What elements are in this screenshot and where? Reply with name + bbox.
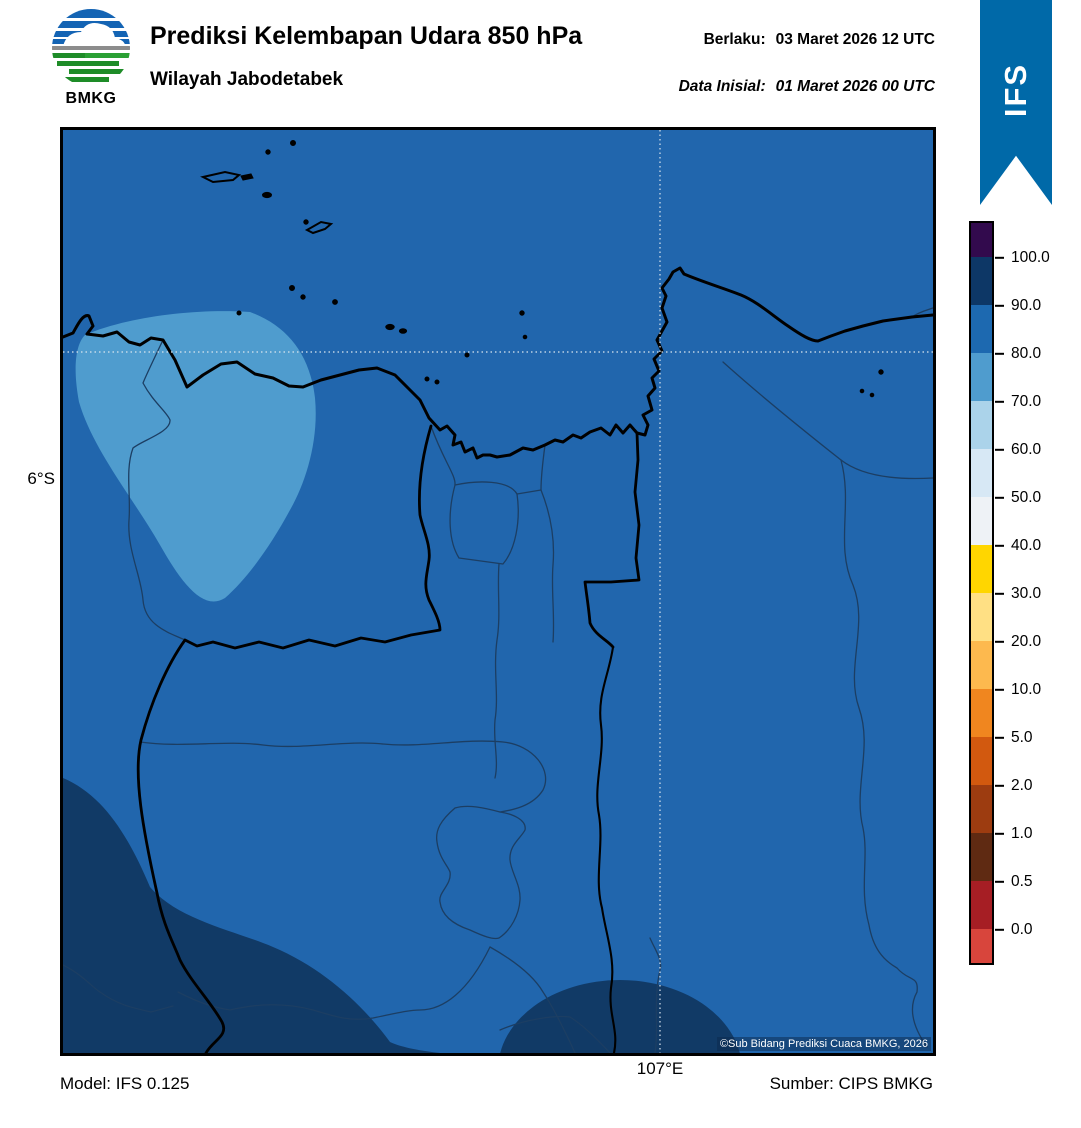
- rh-90-100-contour-sw: [63, 778, 440, 1053]
- colorbar-segment: [971, 689, 992, 737]
- colorbar-tick-label: 60.0: [1011, 440, 1042, 458]
- colorbar-segment: [971, 881, 992, 929]
- graticule: [63, 130, 933, 1053]
- colorbar-tick-label: 2.0: [1011, 776, 1033, 794]
- colorbar-tick-label: 1.0: [1011, 824, 1033, 842]
- colorbar-segment: [971, 353, 992, 401]
- colorbar-segment: [971, 737, 992, 785]
- colorbar-tick-mark: [995, 496, 1004, 499]
- initial-value: 01 Maret 2026 00 UTC: [775, 78, 935, 95]
- x-axis-tick-label: 107°E: [636, 1059, 684, 1078]
- rh-90-100-contour-s: [500, 980, 740, 1053]
- valid-time: Berlaku: 03 Maret 2026 12 UTC: [535, 31, 935, 49]
- valid-label: Berlaku:: [703, 31, 766, 48]
- map-copyright: ©Sub Bidang Prediksi Cuaca BMKG, 2026: [716, 1037, 931, 1051]
- colorbar-tick-mark: [995, 352, 1004, 355]
- colorbar-tick-mark: [995, 928, 1004, 931]
- colorbar-segment: [971, 785, 992, 833]
- colorbar-segment: [971, 497, 992, 545]
- model-ribbon-label: IFS: [998, 62, 1033, 118]
- islands: [200, 140, 884, 398]
- colorbar-tick-mark: [995, 448, 1004, 451]
- colorbar-tick-label: 20.0: [1011, 632, 1042, 650]
- colorbar-tick-label: 10.0: [1011, 680, 1042, 698]
- colorbar-tick-mark: [995, 400, 1004, 403]
- y-axis-tick-label: 6°S: [27, 469, 55, 488]
- model-ribbon: IFS: [980, 0, 1052, 205]
- colorbar-segment: [971, 929, 992, 963]
- coastline: [63, 266, 933, 460]
- forecast-map: ©Sub Bidang Prediksi Cuaca BMKG, 2026: [60, 127, 936, 1056]
- valid-value: 03 Maret 2026 12 UTC: [775, 31, 935, 48]
- colorbar-tick-label: 30.0: [1011, 584, 1042, 602]
- colorbar-tick-label: 50.0: [1011, 488, 1042, 506]
- colorbar-tick-mark: [995, 688, 1004, 691]
- rh-70-80-contour: [75, 311, 316, 602]
- colorbar-gradient: [969, 221, 994, 965]
- colorbar-tick-mark: [995, 640, 1004, 643]
- initial-label: Data Inisial:: [678, 78, 766, 95]
- colorbar-tick-label: 90.0: [1011, 296, 1042, 314]
- colorbar-segment: [971, 257, 992, 305]
- colorbar-segment: [971, 833, 992, 881]
- bmkg-logo-icon: [52, 9, 130, 87]
- colorbar-segment: [971, 223, 992, 257]
- admin-borders: [63, 307, 933, 1053]
- colorbar-tick-label: 70.0: [1011, 392, 1042, 410]
- colorbar-tick-label: 100.0: [1011, 248, 1050, 266]
- footer-source: Sumber: CIPS BMKG: [769, 1074, 933, 1093]
- colorbar-tick-label: 0.0: [1011, 920, 1033, 938]
- logo-label: BMKG: [65, 90, 117, 107]
- colorbar-tick-mark: [995, 256, 1004, 259]
- colorbar-tick-label: 80.0: [1011, 344, 1042, 362]
- colorbar-tick-mark: [995, 880, 1004, 883]
- colorbar-segment: [971, 641, 992, 689]
- colorbar-tick-mark: [995, 592, 1004, 595]
- humidity-colorbar: 100.0 90.0 80.0 70.0 60.0 50.0 40.0 30.0 20.0 10.…: [969, 221, 1079, 965]
- footer-model: Model: IFS 0.125: [60, 1074, 190, 1093]
- colorbar-tick-label: 40.0: [1011, 536, 1042, 554]
- province-borders: [136, 424, 641, 1053]
- colorbar-tick-mark: [995, 784, 1004, 787]
- page-title: Prediksi Kelembapan Udara 850 hPa: [150, 22, 583, 50]
- colorbar-segment: [971, 401, 992, 449]
- map-canvas: [63, 130, 933, 1053]
- colorbar-segment: [971, 449, 992, 497]
- colorbar-tick-label: 0.5: [1011, 872, 1033, 890]
- colorbar-tick-mark: [995, 736, 1004, 739]
- colorbar-tick-mark: [995, 304, 1004, 307]
- colorbar-tick-mark: [995, 832, 1004, 835]
- bmkg-logo: BMKG: [45, 8, 137, 108]
- colorbar-segment: [971, 593, 992, 641]
- colorbar-segment: [971, 305, 992, 353]
- colorbar-tick-label: 5.0: [1011, 728, 1033, 746]
- colorbar-tick-mark: [995, 544, 1004, 547]
- initial-time: Data Inisial: 01 Maret 2026 00 UTC: [535, 78, 935, 96]
- page-subtitle: Wilayah Jabodetabek: [150, 69, 344, 90]
- colorbar-segment: [971, 545, 992, 593]
